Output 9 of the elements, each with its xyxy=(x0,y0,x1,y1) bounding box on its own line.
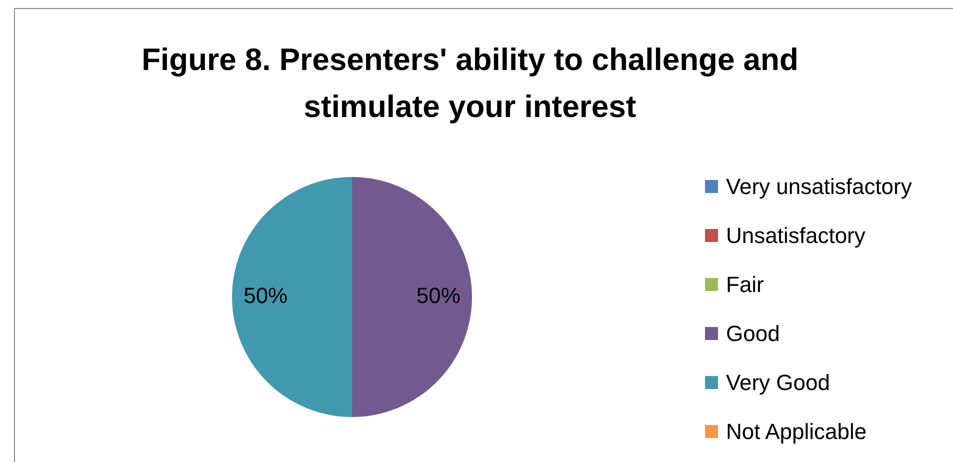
chart-title: Figure 8. Presenters' ability to challenge and stimulate your interest xyxy=(140,41,800,126)
legend-label: Very unsatisfactory xyxy=(726,174,912,200)
legend-label: Very Good xyxy=(726,370,830,396)
data-label: 50% xyxy=(416,283,460,308)
legend-label: Fair xyxy=(726,272,764,298)
data-label: 50% xyxy=(244,283,288,308)
legend-label: Good xyxy=(726,320,780,346)
legend-label: Unsatisfactory xyxy=(726,222,866,248)
legend-label: Not Applicable xyxy=(726,418,867,444)
